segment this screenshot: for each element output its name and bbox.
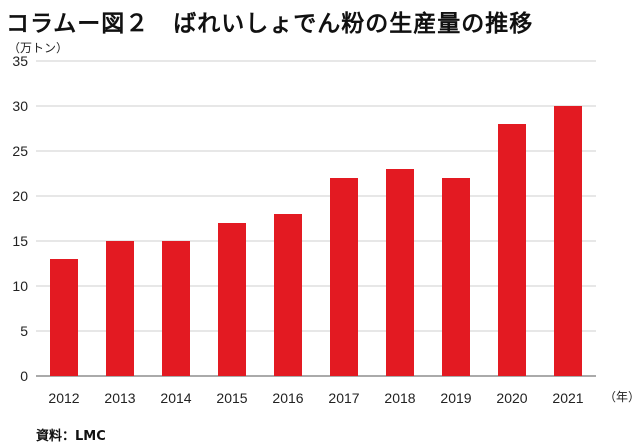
y-axis-unit-label: （万トン）	[8, 41, 68, 55]
bar-2017	[330, 178, 358, 376]
x-tick-label: 2017	[328, 390, 359, 406]
x-tick-label: 2014	[160, 390, 191, 406]
bars	[50, 106, 582, 376]
y-tick-label: 25	[12, 143, 28, 159]
bar-2021	[554, 106, 582, 376]
x-tick-label: 2012	[48, 390, 79, 406]
x-axis-ticks: 2012 2013 2014 2015 2016 2017 2018 2019 2020 2021	[48, 390, 583, 406]
x-tick-label: 2021	[552, 390, 583, 406]
x-axis-unit-label: （年）	[604, 390, 640, 404]
source-note: 資料：LMC	[36, 429, 106, 444]
y-tick-label: 0	[20, 368, 28, 384]
x-tick-label: 2016	[272, 390, 303, 406]
x-tick-label: 2015	[216, 390, 247, 406]
y-tick-label: 35	[12, 53, 28, 69]
bar-2012	[50, 259, 78, 376]
y-tick-label: 5	[20, 323, 28, 339]
bar-2015	[218, 223, 246, 376]
y-tick-label: 30	[12, 98, 28, 114]
bar-2016	[274, 214, 302, 376]
y-tick-label: 10	[12, 278, 28, 294]
y-axis-ticks: 0 5 10 15 20 25 30 35	[12, 53, 28, 384]
x-tick-label: 2020	[496, 390, 527, 406]
y-tick-label: 15	[12, 233, 28, 249]
bar-2020	[498, 124, 526, 376]
bar-2013	[106, 241, 134, 376]
x-tick-label: 2018	[384, 390, 415, 406]
y-tick-label: 20	[12, 188, 28, 204]
bar-2019	[442, 178, 470, 376]
bar-2018	[386, 169, 414, 376]
x-tick-label: 2019	[440, 390, 471, 406]
bar-2014	[162, 241, 190, 376]
x-tick-label: 2013	[104, 390, 135, 406]
chart-title: コラムー図２ ばれいしょでん粉の生産量の推移	[6, 11, 534, 37]
